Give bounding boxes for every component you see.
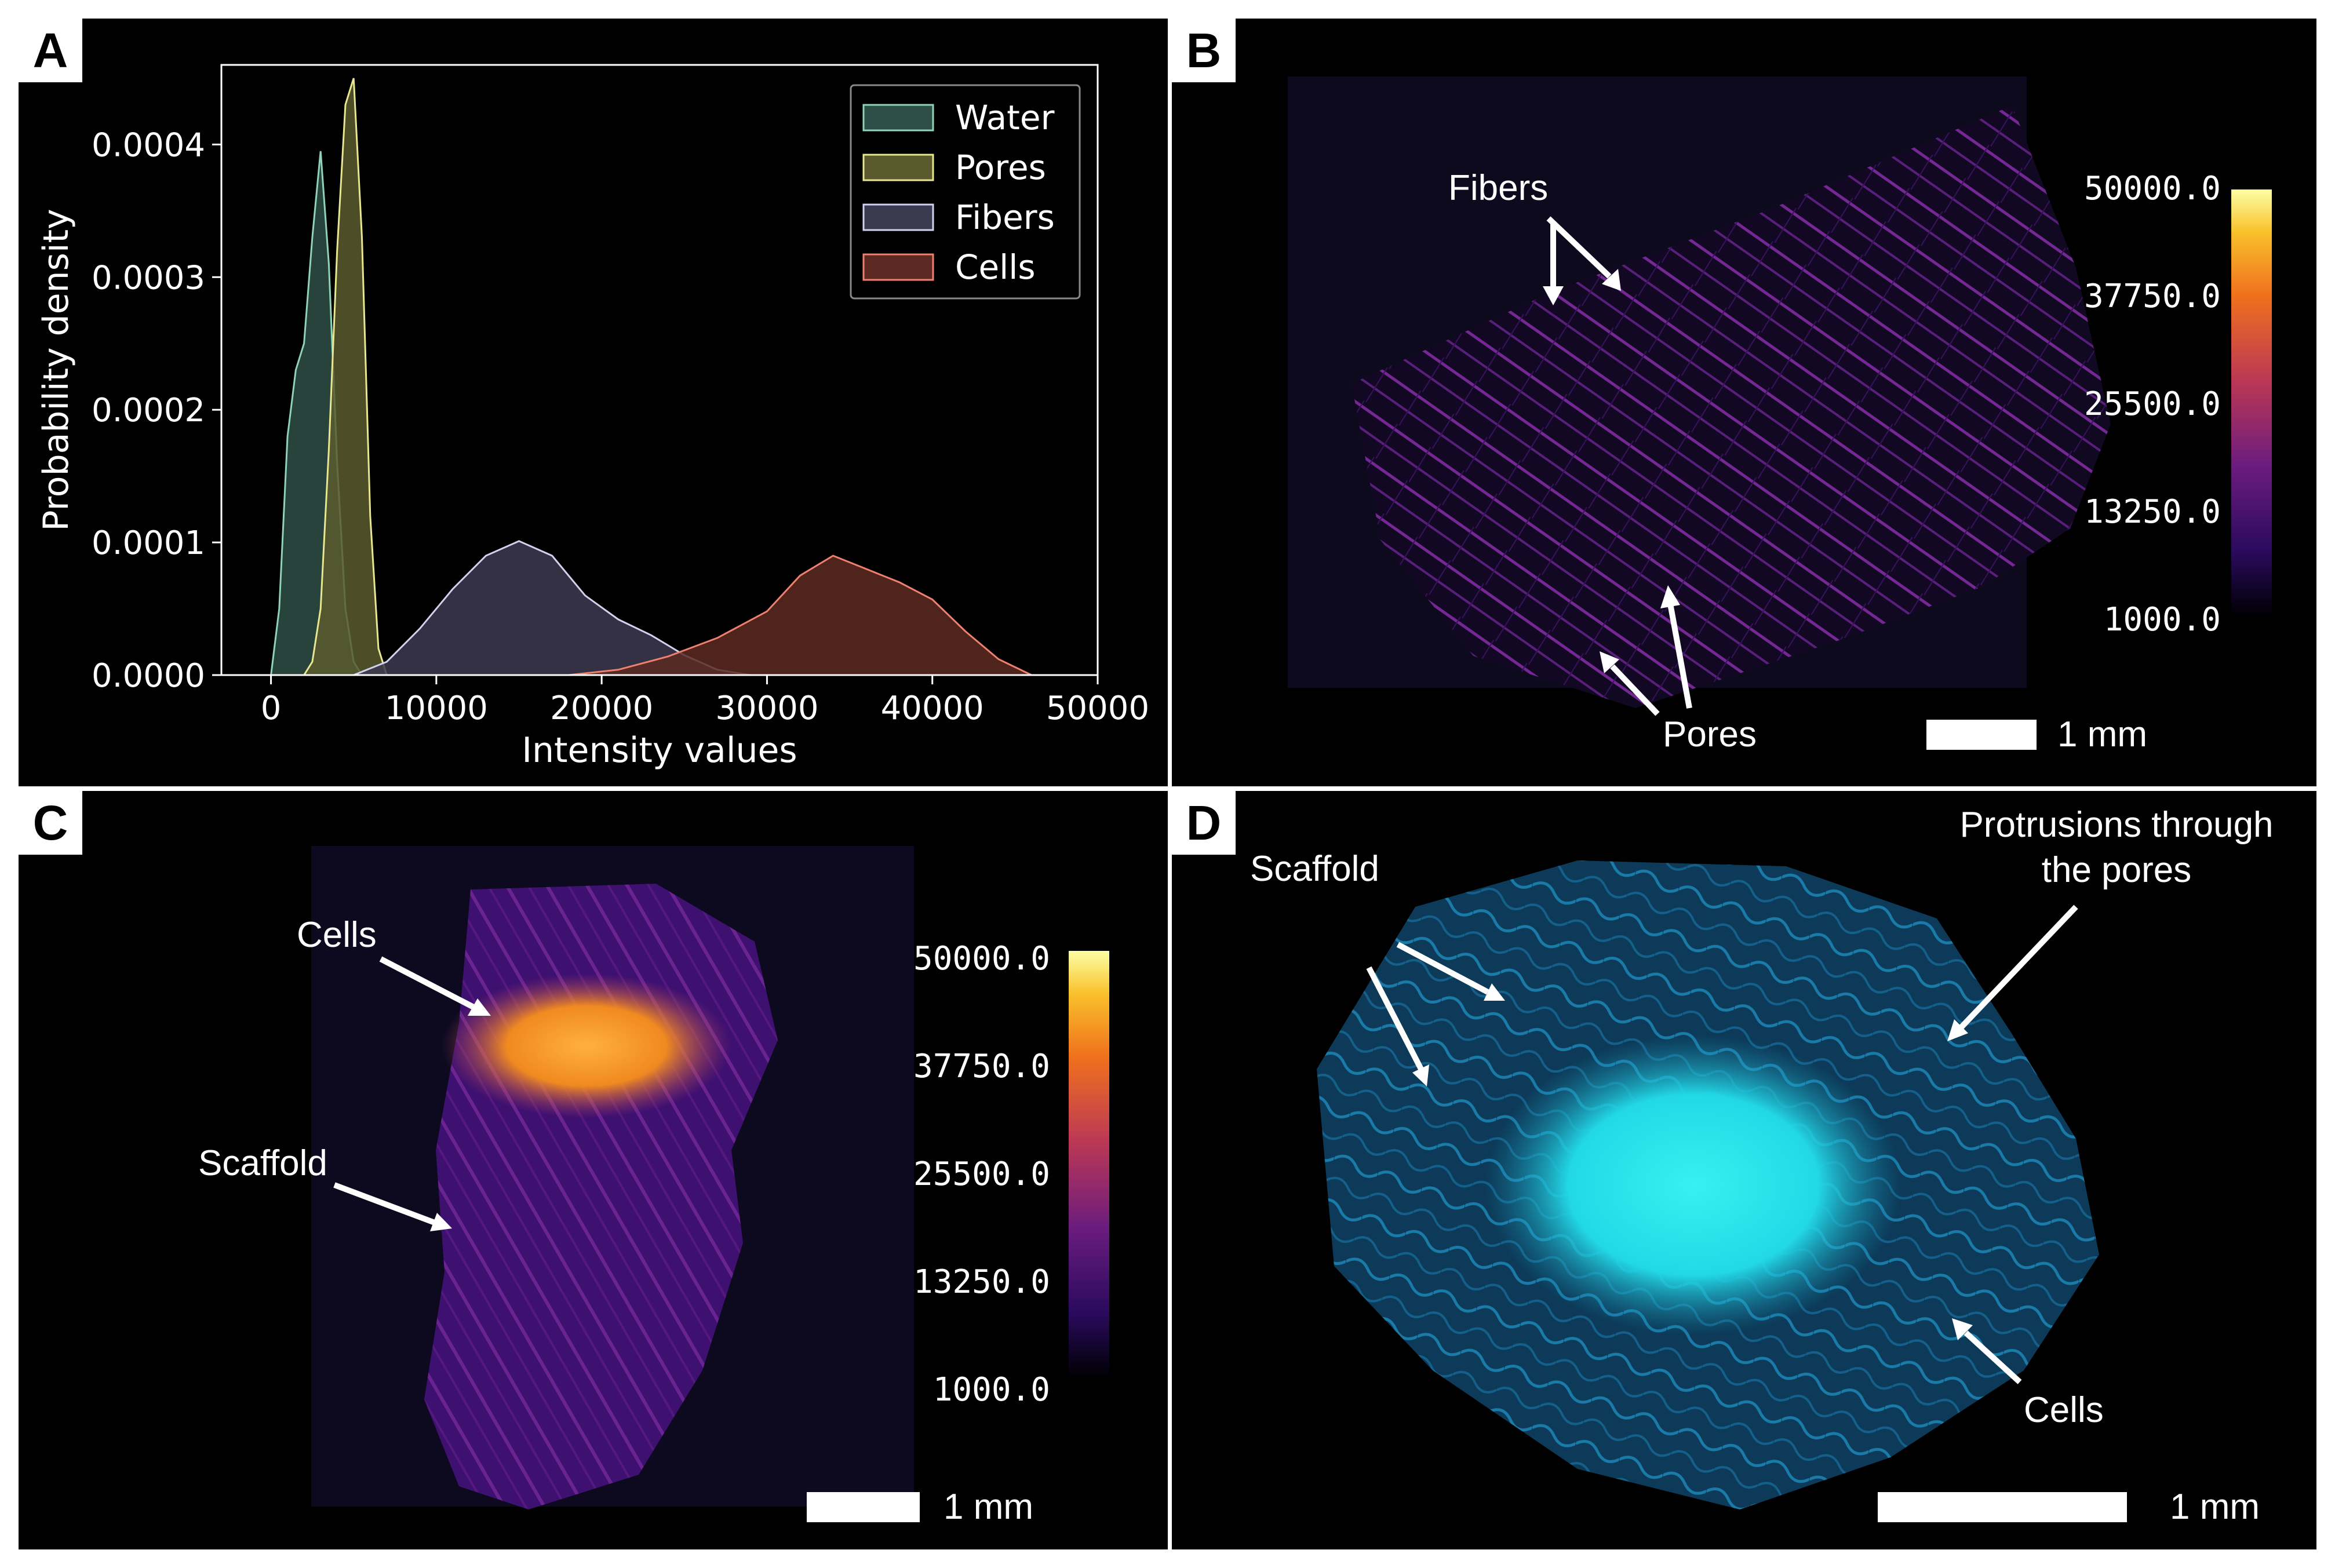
pores-arrowhead-1 bbox=[1660, 585, 1680, 608]
scaffold-arrowhead-2 bbox=[1412, 1064, 1429, 1086]
colorbar-tick: 37750.0 bbox=[913, 1048, 1050, 1085]
y-tick-label: 0.0004 bbox=[92, 126, 205, 164]
panel-a: A 0 10000 20000 30000 40000 50000 0.0000 0.0001… bbox=[19, 19, 1168, 786]
colorbar-tick: 25500.0 bbox=[2083, 385, 2221, 423]
x-axis-label: Intensity values bbox=[522, 730, 797, 771]
x-tick-label: 20000 bbox=[550, 690, 653, 727]
cells-arrow bbox=[379, 956, 475, 1010]
scaffold-arrowhead bbox=[430, 1213, 452, 1231]
scale-bar-label: 1 mm bbox=[944, 1487, 1033, 1527]
series-area-fibers bbox=[354, 541, 751, 675]
scale-bar-label: 1 mm bbox=[2170, 1487, 2260, 1527]
colorbar-tick: 1000.0 bbox=[2103, 601, 2221, 639]
cell-scaffold-image bbox=[311, 846, 1109, 1509]
scaffold-annotation: Scaffold bbox=[198, 1143, 327, 1183]
cells-arrowhead bbox=[1952, 1318, 1973, 1340]
cells-arrowhead bbox=[468, 998, 491, 1016]
y-axis-label: Probability density bbox=[36, 209, 77, 531]
protrusions-arrow bbox=[1958, 905, 2078, 1031]
colorbar-tick: 1000.0 bbox=[932, 1371, 1050, 1409]
legend-label-water: Water bbox=[955, 98, 1055, 137]
panel-c: C bbox=[19, 791, 1168, 1549]
panel-b: B bbox=[1172, 19, 2316, 786]
scale-bar bbox=[1878, 1492, 2127, 1522]
series-line-pores bbox=[303, 78, 388, 676]
cells-annotation: Cells bbox=[297, 915, 377, 955]
panel-label-c: C bbox=[19, 791, 82, 855]
scaffold-arrowhead-1 bbox=[1484, 983, 1505, 1001]
scaffold-arrow-1 bbox=[1396, 942, 1489, 995]
pores-annotation: Pores bbox=[1663, 714, 1757, 754]
panel-d: D Scaffold Protrusions through the pores… bbox=[1172, 791, 2316, 1549]
panel-label-b: B bbox=[1172, 19, 1236, 82]
scaffold-arrow bbox=[333, 1182, 436, 1226]
y-tick-label: 0.0001 bbox=[92, 524, 205, 562]
scale-bar bbox=[1926, 720, 2037, 750]
pores-arrowhead-2 bbox=[1600, 651, 1619, 673]
legend-label-cells: Cells bbox=[955, 247, 1036, 287]
legend-swatch-water bbox=[862, 104, 934, 132]
colorbar-tick: 25500.0 bbox=[913, 1155, 1050, 1193]
cells-region bbox=[442, 973, 731, 1118]
colorbar-tick: 50000.0 bbox=[913, 940, 1050, 978]
x-tick-label: 40000 bbox=[881, 690, 984, 727]
protrusions-annotation: Protrusions through the pores bbox=[1959, 805, 2274, 890]
colorbar-tick: 13250.0 bbox=[913, 1263, 1050, 1301]
cells-arrow bbox=[1964, 1330, 2022, 1384]
series-line-cells bbox=[568, 555, 1032, 676]
scale-bar-label: 1 mm bbox=[2057, 714, 2147, 754]
fiber-scaffold-image bbox=[1288, 76, 2272, 716]
legend-swatch-fibers bbox=[862, 203, 934, 231]
fibers-arrowhead-2 bbox=[1602, 269, 1621, 291]
x-tick-label: 10000 bbox=[385, 690, 488, 727]
y-tick-label: 0.0003 bbox=[92, 259, 205, 297]
fibers-annotation: Fibers bbox=[1448, 168, 1549, 208]
scale-bar bbox=[807, 1492, 920, 1522]
pores-arrow-2 bbox=[1610, 664, 1660, 716]
x-tick-label: 0 bbox=[261, 690, 282, 727]
colorbar-tick: 50000.0 bbox=[2083, 170, 2221, 207]
protrusions-arrowhead bbox=[1947, 1019, 1968, 1041]
cells-mass bbox=[1485, 1034, 1902, 1336]
legend-swatch-cells bbox=[862, 253, 934, 281]
y-tick-label: 0.0002 bbox=[92, 392, 205, 429]
legend-swatch-pores bbox=[862, 154, 934, 181]
series-area-water bbox=[271, 151, 370, 675]
panel-label-d: D bbox=[1172, 791, 1236, 855]
fibers-arrow-2 bbox=[1546, 216, 1612, 279]
density-chart: 0 10000 20000 30000 40000 50000 0.0000 0.0001 0.… bbox=[36, 64, 1149, 771]
panel-label-a: A bbox=[19, 19, 82, 82]
3d-render-image bbox=[1317, 860, 2099, 1509]
x-tick-label: 30000 bbox=[715, 690, 818, 727]
x-tick-label: 50000 bbox=[1046, 690, 1149, 727]
scaffold-fibers bbox=[1352, 105, 2111, 708]
fibers-arrowhead-1 bbox=[1543, 286, 1564, 305]
legend-box bbox=[850, 84, 1081, 300]
colorbar bbox=[2231, 189, 2272, 615]
colorbar-tick: 13250.0 bbox=[2083, 493, 2221, 531]
y-tick-label: 0.0000 bbox=[92, 657, 205, 695]
series-area-pores bbox=[304, 78, 387, 675]
colorbar-tick: 37750.0 bbox=[2083, 278, 2221, 315]
series-area-cells bbox=[569, 556, 1032, 675]
legend-label-fibers: Fibers bbox=[955, 198, 1055, 237]
scaffold-annotation: Scaffold bbox=[1250, 849, 1379, 889]
colorbar bbox=[1069, 951, 1109, 1377]
legend-label-pores: Pores bbox=[955, 148, 1046, 187]
scaffold-arrow-2 bbox=[1366, 966, 1424, 1071]
cells-annotation: Cells bbox=[2024, 1390, 2104, 1430]
plot-frame bbox=[220, 64, 1099, 676]
pores-arrow-1 bbox=[1667, 603, 1692, 709]
